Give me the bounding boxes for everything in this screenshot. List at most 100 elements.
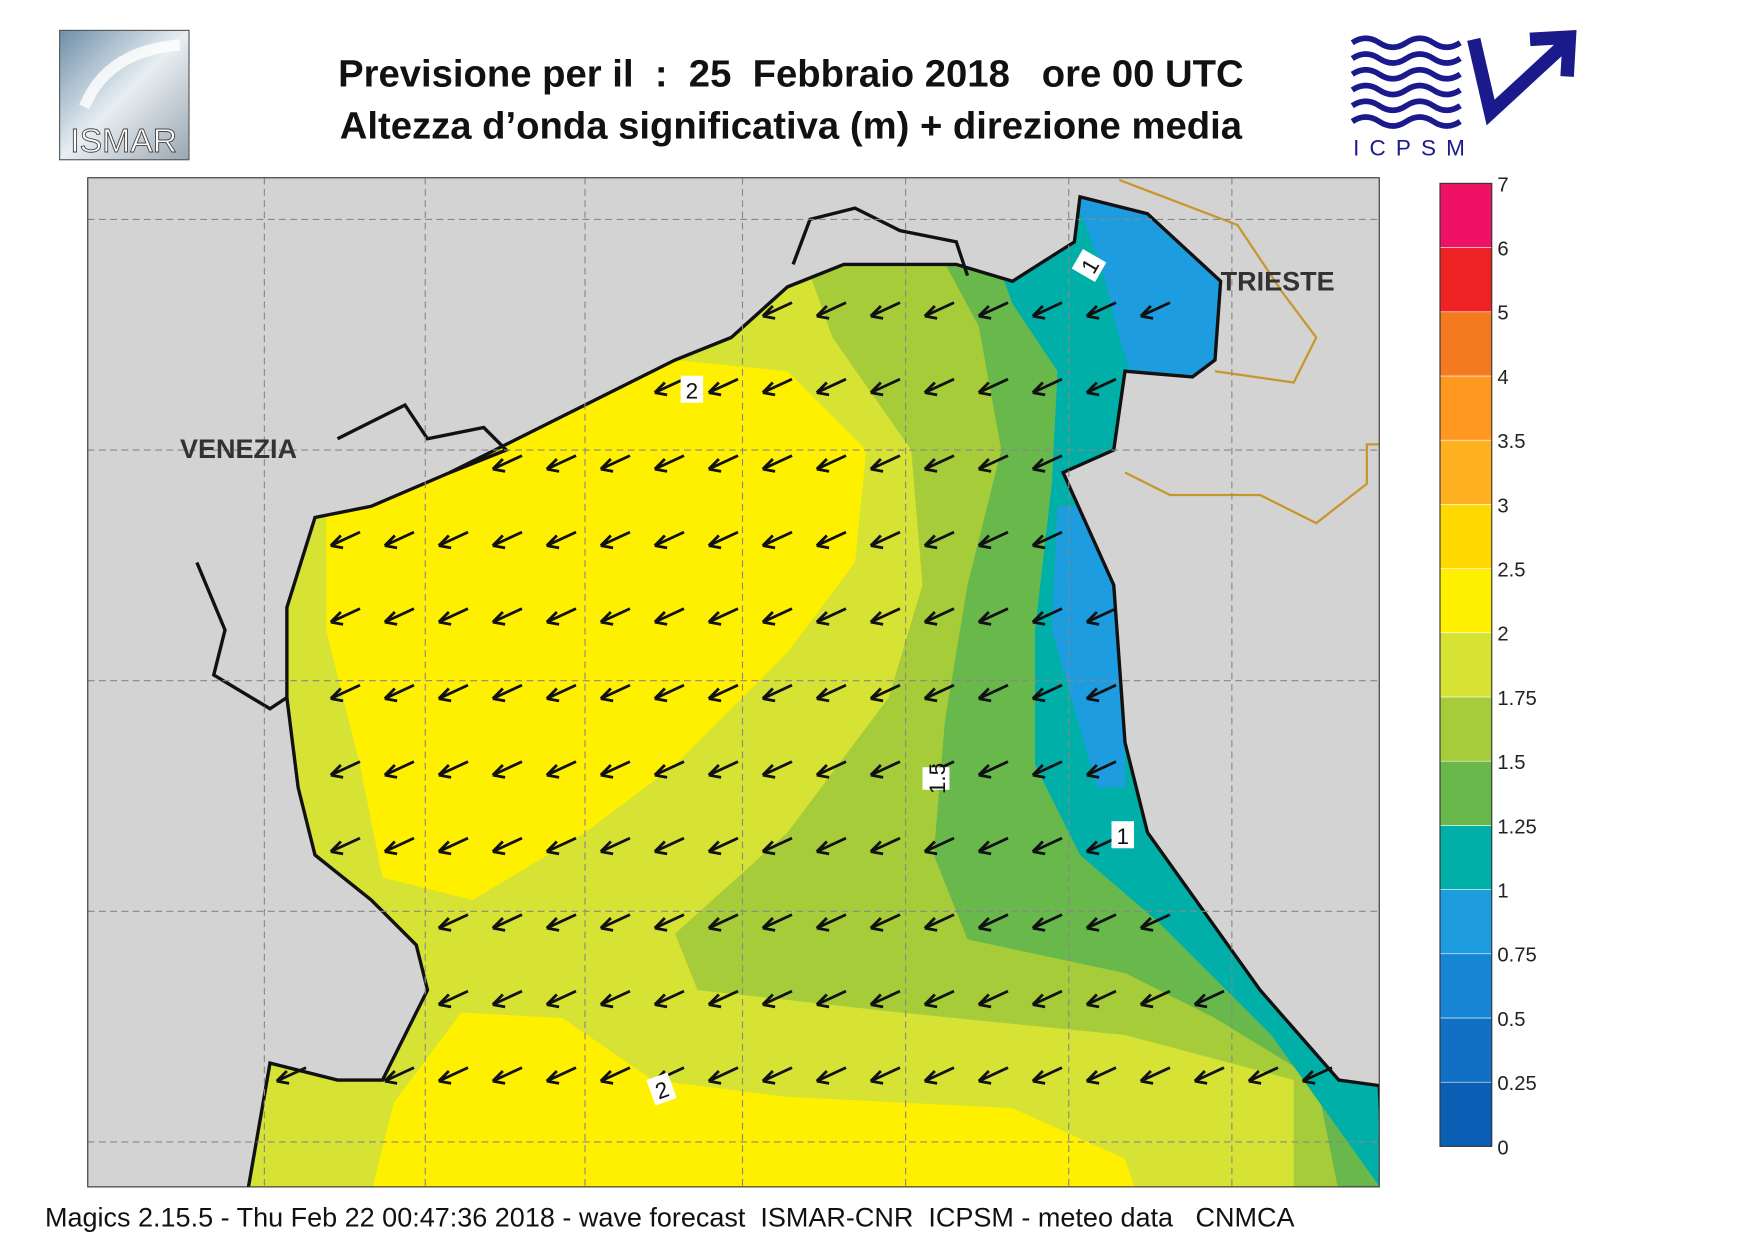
direction-arrow xyxy=(869,377,901,397)
map-labels: VENEZIA TRIESTE 2 2 1.5 1 1 xyxy=(180,249,1335,1106)
direction-arrow xyxy=(437,760,469,779)
contour-label: 1 xyxy=(1111,821,1134,849)
place-label: TRIESTE xyxy=(1221,266,1335,296)
direction-arrow xyxy=(1031,683,1063,703)
colorbar-band xyxy=(1439,1017,1493,1083)
direction-arrow xyxy=(977,454,1009,473)
colorbar-band xyxy=(1439,1081,1493,1147)
direction-arrow xyxy=(1301,1066,1333,1085)
colorbar-band xyxy=(1439,760,1493,826)
direction-arrow xyxy=(761,530,793,550)
colorbar-band xyxy=(1439,632,1493,698)
direction-arrow xyxy=(437,1066,469,1085)
direction-arrow xyxy=(329,607,361,626)
direction-arrow xyxy=(653,836,685,856)
border xyxy=(1118,178,1380,525)
direction-arrow xyxy=(869,530,901,550)
direction-arrow xyxy=(437,683,469,703)
direction-arrow xyxy=(1139,913,1171,932)
title: Previsione per il : 25 Febbraio 2018 ore… xyxy=(338,53,1244,96)
direction-arrow xyxy=(1031,454,1063,473)
direction-arrow xyxy=(707,683,739,703)
direction-arrow xyxy=(545,913,577,932)
direction-arrow xyxy=(977,1066,1009,1085)
colorbar-tick-label: 1 xyxy=(1497,880,1508,902)
colorbar-band xyxy=(1439,247,1493,313)
direction-arrow xyxy=(761,607,793,626)
direction-arrow xyxy=(545,454,577,473)
direction-arrow xyxy=(815,530,847,550)
direction-arrow xyxy=(923,530,955,550)
direction-arrow xyxy=(1085,607,1117,626)
colorbar-tick-label: 1.75 xyxy=(1497,688,1536,710)
direction-arrow xyxy=(1193,989,1225,1009)
map xyxy=(87,177,1380,1187)
contour-label: 1 xyxy=(1071,249,1107,282)
logo-swoosh xyxy=(79,39,181,110)
direction-arrow xyxy=(545,530,577,550)
direction-arrow xyxy=(977,607,1009,626)
direction-arrow xyxy=(761,836,793,856)
direction-arrow xyxy=(491,454,523,473)
direction-arrow xyxy=(869,836,901,856)
direction-arrow xyxy=(707,454,739,473)
direction-arrow xyxy=(545,1066,577,1085)
direction-arrow xyxy=(761,454,793,473)
direction-arrow xyxy=(383,607,415,626)
direction-arrow xyxy=(815,301,847,320)
colorbar-band xyxy=(1439,889,1493,955)
direction-arrow xyxy=(815,989,847,1009)
direction-arrow xyxy=(761,683,793,703)
direction-arrow xyxy=(329,836,361,856)
direction-arrow xyxy=(329,760,361,779)
direction-arrow xyxy=(491,836,523,856)
direction-arrow xyxy=(491,989,523,1009)
direction-arrow xyxy=(869,913,901,932)
colorbar-tick-label: 0.75 xyxy=(1497,945,1536,967)
direction-arrow xyxy=(491,607,523,626)
direction-arrow xyxy=(923,454,955,473)
direction-arrow xyxy=(383,836,415,856)
direction-arrow xyxy=(1247,1066,1279,1085)
direction-arrow xyxy=(869,454,901,473)
contour-label: 2 xyxy=(680,375,704,403)
direction-arrow xyxy=(923,683,955,703)
direction-arrow xyxy=(815,683,847,703)
logo-text: ICPSM xyxy=(1353,135,1475,160)
direction-arrow xyxy=(653,377,685,397)
direction-arrow xyxy=(437,836,469,856)
direction-arrow xyxy=(869,760,901,779)
direction-arrow xyxy=(599,989,631,1009)
direction-arrow xyxy=(815,377,847,397)
colorbar-tick-label: 2 xyxy=(1497,624,1508,646)
direction-arrow xyxy=(1031,377,1063,397)
label-box xyxy=(1071,249,1107,282)
direction-arrow xyxy=(383,530,415,550)
direction-arrow xyxy=(923,377,955,397)
direction-arrow xyxy=(545,760,577,779)
direction-arrow xyxy=(977,530,1009,550)
direction-arrow xyxy=(977,836,1009,856)
direction-arrow xyxy=(977,377,1009,397)
direction-arrow xyxy=(923,1066,955,1085)
direction-arrow xyxy=(815,913,847,932)
colorbar-tick-label: 7 xyxy=(1497,174,1508,196)
direction-arrow xyxy=(923,913,955,932)
colorbar-tick-label: 5 xyxy=(1497,303,1508,325)
direction-arrow xyxy=(707,836,739,856)
logo-text: ISMAR xyxy=(70,122,177,160)
colorbar-tick-label: 2.5 xyxy=(1497,559,1525,581)
direction-arrow xyxy=(761,913,793,932)
subtitle: Altezza d’onda significativa (m) + direz… xyxy=(340,104,1243,147)
direction-arrow xyxy=(815,760,847,779)
colorbar-band xyxy=(1439,825,1493,890)
direction-arrow xyxy=(707,377,739,397)
direction-arrow xyxy=(1085,683,1117,703)
direction-arrow xyxy=(1085,989,1117,1009)
colorbar-tick-label: 0 xyxy=(1497,1137,1508,1159)
direction-arrow xyxy=(1031,760,1063,779)
direction-arrow xyxy=(491,1066,523,1085)
direction-arrow xyxy=(653,760,685,779)
direction-arrow xyxy=(977,989,1009,1009)
